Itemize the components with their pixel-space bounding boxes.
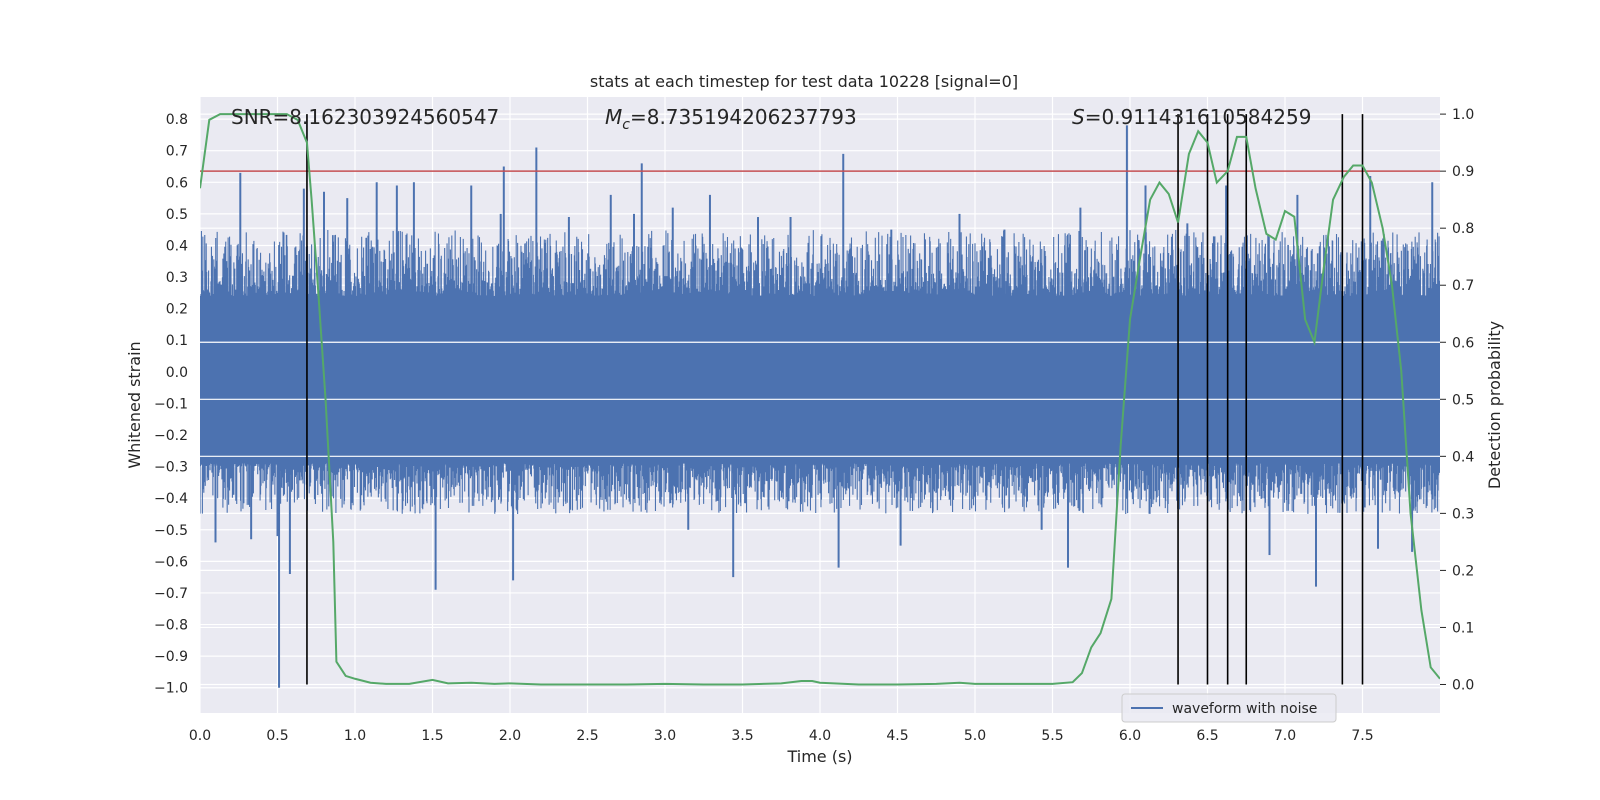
s-annotation: S=0.911431610584259 [1072,105,1311,129]
y-left-tick-label-16: −0.8 [154,618,188,634]
waveform-with-noise-series [200,125,1440,688]
legend-label: waveform with noise [1172,701,1317,717]
y-left-tick-label-3: 0.5 [166,207,188,223]
y-left-tick-label-1: 0.7 [166,144,188,160]
x-tick-label-3: 1.5 [421,728,443,744]
chirp-mass-annotation: Mc=8.735194206237793 [605,105,857,133]
chart-title: stats at each timestep for test data 102… [590,72,1018,91]
y-left-tick-label-15: −0.7 [154,586,188,602]
x-tick-label-8: 4.0 [809,728,831,744]
x-tick-label-10: 5.0 [964,728,986,744]
detection-probability-series [200,113,1440,686]
legend: waveform with noise [1121,693,1337,723]
mc-symbol: M [605,105,622,129]
y-left-tick-label-8: 0.0 [166,365,188,381]
legend-box [1121,693,1337,723]
right-y-axis-ticks: 1.0 0.9 0.8 0.7 0.6 0.5 0.4 0.3 0.2 0.1 0.0 [1440,107,1474,693]
y-right-tick-label-2: 0.8 [1452,221,1474,237]
y-left-tick-label-0: 0.8 [166,112,188,128]
snr-annotation: SNR=8.162303924560547 [231,105,499,129]
y-left-tick-label-2: 0.6 [166,175,188,191]
y-right-tick-label-8: 0.2 [1452,563,1474,579]
detection-probability-line [200,113,1440,686]
waveform-core-band [200,296,1440,464]
y-left-tick-label-6: 0.2 [166,302,188,318]
x-tick-label-9: 4.5 [886,728,908,744]
y-right-tick-label-9: 0.1 [1452,620,1474,636]
x-axis-label: Time (s) [786,747,852,766]
x-tick-label-5: 2.5 [576,728,598,744]
left-y-axis-label: Whitened strain [125,341,144,468]
x-tick-label-7: 3.5 [731,728,753,744]
y-left-tick-label-11: −0.3 [154,460,188,476]
y-left-tick-label-10: −0.2 [154,428,188,444]
y-right-tick-label-1: 0.9 [1452,164,1474,180]
x-tick-label-14: 7.0 [1274,728,1296,744]
y-right-tick-label-6: 0.4 [1452,449,1474,465]
y-right-tick-label-0: 1.0 [1452,107,1474,123]
y-left-tick-label-7: 0.1 [166,333,188,349]
left-y-axis-ticks: 0.8 0.7 0.6 0.5 0.4 0.3 0.2 0.1 0.0 −0.1 −0.2 −0.3 −… [154,112,188,697]
y-left-tick-label-4: 0.4 [166,238,188,254]
y-right-tick-label-3: 0.7 [1452,278,1474,294]
x-tick-label-6: 3.0 [654,728,676,744]
s-value: =0.911431610584259 [1085,105,1312,129]
right-y-axis-label: Detection probability [1485,321,1504,489]
y-left-tick-label-18: −1.0 [154,681,188,697]
x-tick-label-0: 0.0 [189,728,211,744]
y-left-tick-label-12: −0.4 [154,491,188,507]
y-right-tick-label-10: 0.0 [1452,677,1474,693]
x-tick-label-11: 5.5 [1041,728,1063,744]
mc-value: =8.735194206237793 [630,105,857,129]
vertical-markers [306,114,1364,685]
y-right-tick-label-4: 0.6 [1452,335,1474,351]
y-right-tick-label-7: 0.3 [1452,506,1474,522]
y-left-tick-label-5: 0.3 [166,270,188,286]
x-tick-label-2: 1.0 [344,728,366,744]
x-axis-ticks: 0.0 0.5 1.0 1.5 2.0 2.5 3.0 3.5 4.0 4.5 5.0 5.5 6.0 6… [189,728,1374,744]
y-left-tick-label-17: −0.9 [154,649,188,665]
s-symbol: S [1072,105,1085,129]
y-left-tick-label-9: −0.1 [154,396,188,412]
x-tick-label-15: 7.5 [1351,728,1373,744]
mc-subscript: c [622,117,630,133]
y-left-tick-label-13: −0.5 [154,523,188,539]
x-tick-label-1: 0.5 [266,728,288,744]
x-tick-label-4: 2.0 [499,728,521,744]
y-left-tick-label-14: −0.6 [154,554,188,570]
y-right-tick-label-5: 0.5 [1452,392,1474,408]
x-tick-label-13: 6.5 [1196,728,1218,744]
x-tick-label-12: 6.0 [1119,728,1141,744]
